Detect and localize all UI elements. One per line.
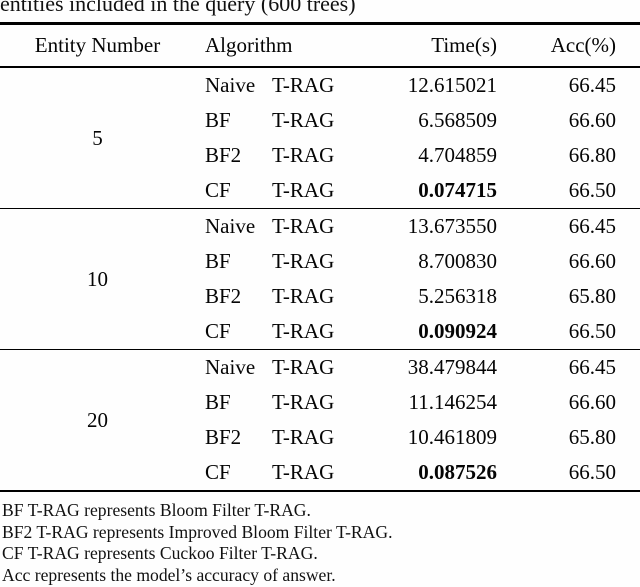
table-row: CF T-RAG 0.074715 66.50 (0, 173, 640, 209)
footnote-cf: CF T-RAG represents Cuckoo Filter T-RAG. (2, 543, 318, 564)
acc-cell: 66.45 (568, 214, 616, 238)
algorithm-name: CF (205, 460, 231, 484)
algorithm-cell: Naive T-RAG (195, 209, 350, 245)
algorithm-suffix: T-RAG (272, 73, 335, 97)
time-cell: 10.461809 (407, 425, 497, 449)
table-caption-clipped: entities included in the query (600 tree… (0, 0, 356, 16)
algorithm-suffix: T-RAG (272, 249, 335, 273)
time-cell: 11.146254 (408, 390, 497, 414)
time-cell: 5.256318 (418, 284, 497, 308)
algorithm-suffix: T-RAG (272, 108, 335, 132)
group-entity-10: 10 Naive T-RAG 13.673550 66.45 BF T-RAG 8.… (0, 208, 640, 350)
algorithm-cell: CF T-RAG (195, 173, 350, 209)
time-cell-best: 0.074715 (418, 178, 497, 202)
algorithm-cell: BF2 T-RAG (195, 420, 350, 455)
time-cell: 12.615021 (407, 73, 497, 97)
table-row: 20 Naive T-RAG 38.479844 66.45 (0, 350, 640, 432)
entity-number-cell: 10 (87, 266, 108, 291)
algorithm-suffix: T-RAG (272, 355, 335, 379)
footnote-bf2: BF2 T-RAG represents Improved Bloom Filt… (2, 521, 393, 542)
acc-cell: 66.60 (568, 108, 616, 132)
group-entity-5: 5 Naive T-RAG 12.615021 66.45 BF T-RAG 6.5… (0, 67, 640, 209)
table-row: BF T-RAG 8.700830 66.60 (0, 244, 640, 279)
acc-cell: 66.45 (568, 355, 616, 379)
time-cell: 38.479844 (407, 355, 497, 379)
results-table: Entity Number Algorithm Time(s) Acc(%) 5… (0, 22, 640, 492)
footnote-acc: Acc represents the model’s accuracy of a… (2, 564, 336, 585)
algorithm-suffix: T-RAG (272, 390, 335, 414)
entity-number-cell: 5 (92, 125, 103, 150)
algorithm-name: BF (205, 108, 231, 132)
algorithm-cell: BF T-RAG (195, 103, 350, 138)
acc-cell: 66.50 (568, 460, 616, 484)
algorithm-cell: BF2 T-RAG (195, 279, 350, 314)
algorithm-suffix: T-RAG (272, 284, 335, 308)
header-acc: Acc(%) (497, 23, 640, 68)
table-row: BF T-RAG 6.568509 66.60 (0, 103, 640, 138)
table-row: 10 Naive T-RAG 13.673550 66.45 (0, 209, 640, 291)
table-header: Entity Number Algorithm Time(s) Acc(%) (0, 23, 640, 68)
algorithm-suffix: T-RAG (272, 178, 335, 202)
time-cell: 8.700830 (418, 249, 497, 273)
algorithm-suffix: T-RAG (272, 214, 335, 238)
acc-cell: 66.60 (568, 390, 616, 414)
header-algorithm: Algorithm (195, 23, 350, 68)
time-cell: 13.673550 (407, 214, 497, 238)
acc-cell: 66.45 (568, 73, 616, 97)
algorithm-name: CF (205, 178, 231, 202)
algorithm-suffix: T-RAG (272, 425, 335, 449)
algorithm-cell: CF T-RAG (195, 314, 350, 350)
acc-cell: 66.80 (568, 143, 616, 167)
algorithm-name: CF (205, 319, 231, 343)
algorithm-cell: BF T-RAG (195, 385, 350, 420)
acc-cell: 66.50 (568, 319, 616, 343)
table-row: BF T-RAG 11.146254 66.60 (0, 385, 640, 420)
header-entity-number: Entity Number (0, 23, 195, 68)
algorithm-suffix: T-RAG (272, 319, 335, 343)
algorithm-name: BF (205, 249, 231, 273)
time-cell-best: 0.087526 (418, 460, 497, 484)
algorithm-cell: CF T-RAG (195, 455, 350, 491)
acc-cell: 65.80 (568, 284, 616, 308)
algorithm-cell: BF2 T-RAG (195, 138, 350, 173)
algorithm-suffix: T-RAG (272, 460, 335, 484)
table-footnotes: BF T-RAG represents Bloom Filter T-RAG. … (2, 500, 640, 586)
algorithm-name: BF2 (205, 143, 242, 167)
table-row: BF2 T-RAG 10.461809 65.80 (0, 420, 640, 455)
header-time: Time(s) (350, 23, 497, 68)
table-row: CF T-RAG 0.090924 66.50 (0, 314, 640, 350)
acc-cell: 66.50 (568, 178, 616, 202)
algorithm-name: BF2 (205, 284, 242, 308)
time-cell: 4.704859 (418, 143, 497, 167)
table-row: BF2 T-RAG 4.704859 66.80 (0, 138, 640, 173)
algorithm-suffix: T-RAG (272, 143, 335, 167)
time-cell-best: 0.090924 (418, 319, 497, 343)
header-row: Entity Number Algorithm Time(s) Acc(%) (0, 23, 640, 68)
footnote-bf: BF T-RAG represents Bloom Filter T-RAG. (2, 500, 311, 520)
algorithm-cell: Naive T-RAG (195, 350, 350, 386)
entity-number-cell: 20 (87, 407, 108, 432)
time-cell: 6.568509 (418, 108, 497, 132)
acc-cell: 65.80 (568, 425, 616, 449)
algorithm-cell: BF T-RAG (195, 244, 350, 279)
algorithm-name: Naive (205, 214, 256, 238)
table-row: BF2 T-RAG 5.256318 65.80 (0, 279, 640, 314)
acc-cell: 66.60 (568, 249, 616, 273)
algorithm-name: Naive (205, 73, 256, 97)
table-row: CF T-RAG 0.087526 66.50 (0, 455, 640, 491)
group-entity-20: 20 Naive T-RAG 38.479844 66.45 BF T-RAG 11… (0, 349, 640, 492)
algorithm-cell: Naive T-RAG (195, 67, 350, 103)
algorithm-name: Naive (205, 355, 256, 379)
algorithm-name: BF2 (205, 425, 242, 449)
algorithm-name: BF (205, 390, 231, 414)
table-row: 5 Naive T-RAG 12.615021 66.45 (0, 67, 640, 150)
